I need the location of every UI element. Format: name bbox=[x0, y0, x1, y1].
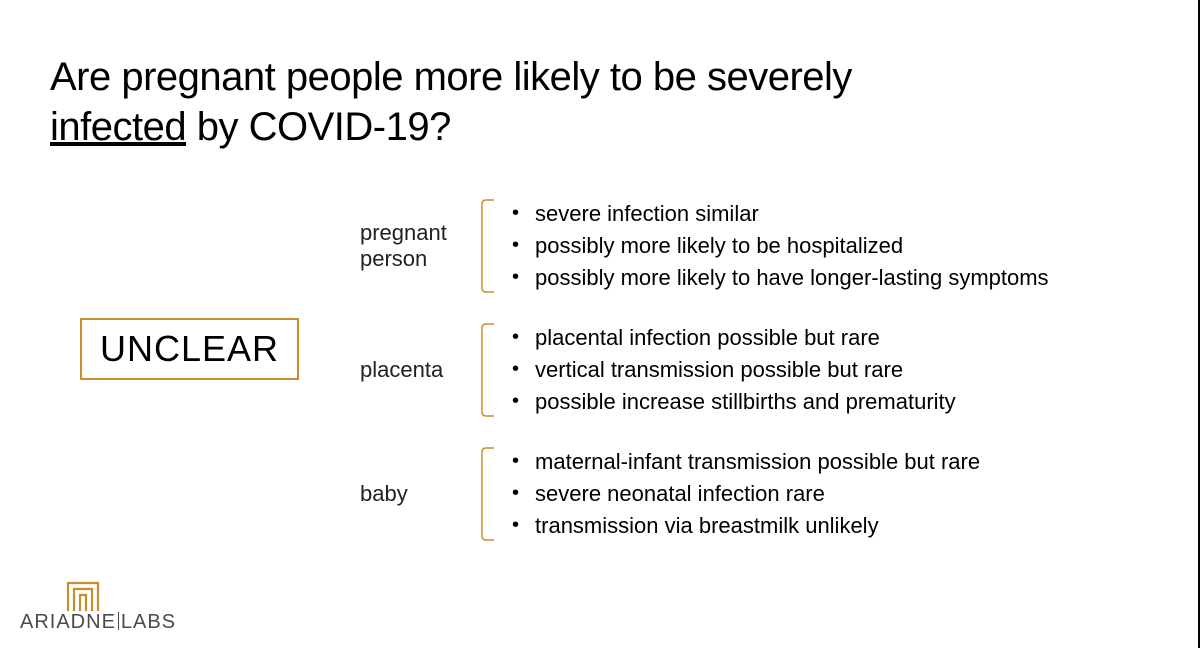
bullet-icon: • bbox=[512, 322, 519, 352]
list-item: • transmission via breastmilk unlikely bbox=[508, 510, 1150, 542]
title-line-2: infected by COVID-19? bbox=[50, 102, 1050, 152]
list-item-text: placental infection possible but rare bbox=[535, 322, 880, 354]
title-line-1: Are pregnant people more likely to be se… bbox=[50, 52, 1050, 102]
list-item-text: transmission via breastmilk unlikely bbox=[535, 510, 879, 542]
list-item-text: severe neonatal infection rare bbox=[535, 478, 825, 510]
list-item-text: possibly more likely to have longer-last… bbox=[535, 262, 1049, 294]
category-label: baby bbox=[360, 481, 480, 507]
list-item: • severe infection similar bbox=[508, 198, 1150, 230]
list-item-text: vertical transmission possible but rare bbox=[535, 354, 903, 386]
list-item: • maternal-infant transmission possible b… bbox=[508, 446, 1150, 478]
bullet-list: • severe infection similar • possibly more… bbox=[508, 198, 1150, 294]
slide-title: Are pregnant people more likely to be se… bbox=[50, 52, 1050, 152]
list-item-text: maternal-infant transmission possible bu… bbox=[535, 446, 980, 478]
list-item: • placental infection possible but rare bbox=[508, 322, 1150, 354]
bracket-icon bbox=[480, 322, 496, 418]
bullet-icon: • bbox=[512, 354, 519, 384]
spiral-icon bbox=[66, 581, 100, 613]
category-row: baby • maternal-infant transmission possi… bbox=[360, 446, 1150, 542]
bullet-icon: • bbox=[512, 446, 519, 476]
logo-divider bbox=[118, 612, 119, 630]
category-label: pregnant person bbox=[360, 220, 480, 273]
bullet-icon: • bbox=[512, 386, 519, 416]
bullet-list: • maternal-infant transmission possible b… bbox=[508, 446, 1150, 542]
logo-text: ARIADNELABS bbox=[20, 611, 176, 634]
status-badge: UNCLEAR bbox=[80, 318, 299, 380]
bullet-icon: • bbox=[512, 198, 519, 228]
title-underlined-word: infected bbox=[50, 105, 186, 149]
list-item-text: severe infection similar bbox=[535, 198, 759, 230]
bullet-icon: • bbox=[512, 262, 519, 292]
bullet-list: • placental infection possible but rare •… bbox=[508, 322, 1150, 418]
list-item: • possibly more likely to be hospitalized bbox=[508, 230, 1150, 262]
categories-list: pregnant person • severe infection simila… bbox=[360, 198, 1150, 542]
logo-text-block: ARIADNELABS bbox=[20, 581, 176, 634]
list-item: • possibly more likely to have longer-las… bbox=[508, 262, 1150, 294]
logo-word-2: LABS bbox=[121, 611, 176, 633]
category-row: pregnant person • severe infection simila… bbox=[360, 198, 1150, 294]
bullet-icon: • bbox=[512, 478, 519, 508]
list-item: • vertical transmission possible but rare bbox=[508, 354, 1150, 386]
list-item-text: possible increase stillbirths and premat… bbox=[535, 386, 956, 418]
list-item: • possible increase stillbirths and prema… bbox=[508, 386, 1150, 418]
category-row: placenta • placental infection possible b… bbox=[360, 322, 1150, 418]
bracket-icon bbox=[480, 446, 496, 542]
title-line-2-post: by COVID-19? bbox=[186, 105, 451, 149]
list-item-text: possibly more likely to be hospitalized bbox=[535, 230, 903, 262]
bracket-icon bbox=[480, 198, 496, 294]
bullet-icon: • bbox=[512, 230, 519, 260]
logo-word-1: ARIADNE bbox=[20, 611, 116, 633]
category-label: placenta bbox=[360, 357, 480, 383]
brand-logo: ARIADNELABS bbox=[20, 581, 176, 634]
bullet-icon: • bbox=[512, 510, 519, 540]
list-item: • severe neonatal infection rare bbox=[508, 478, 1150, 510]
